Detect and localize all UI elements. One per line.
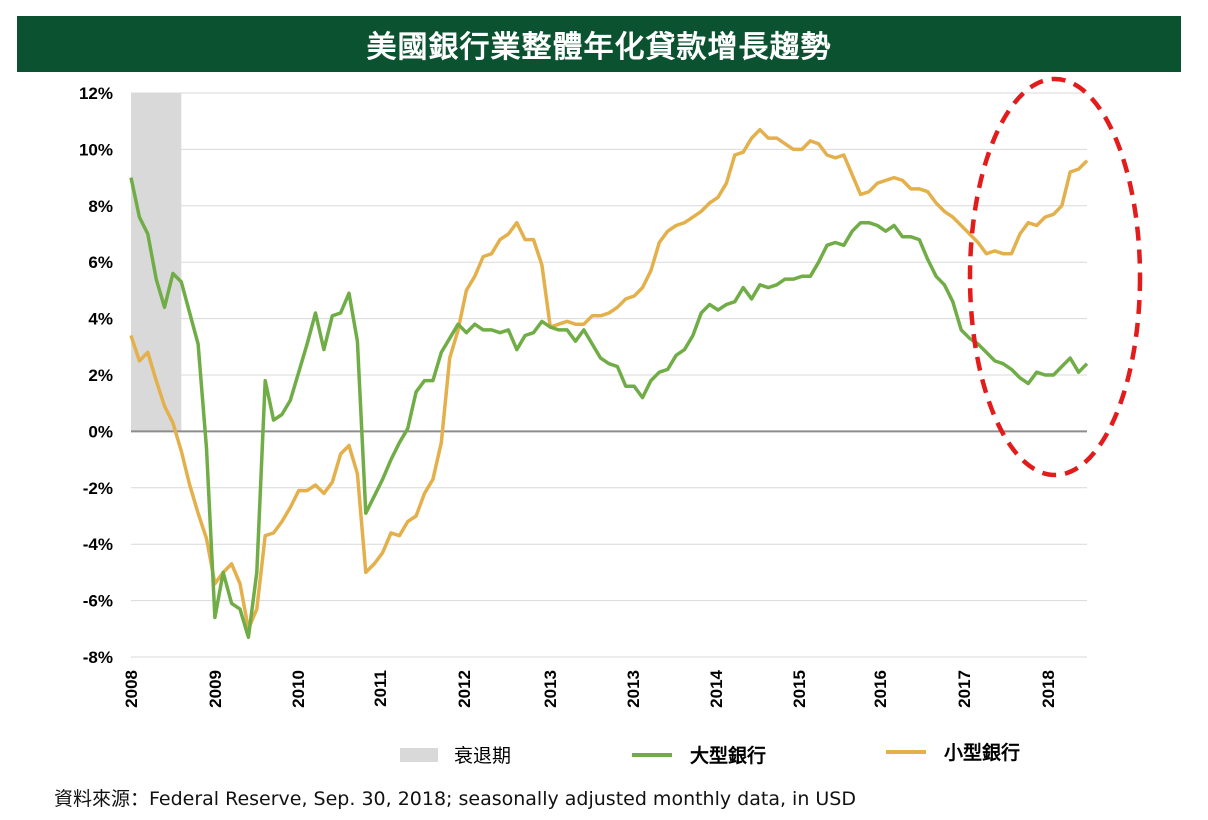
legend-swatch-recession (400, 748, 438, 762)
y-tick-label: 4% (88, 310, 113, 329)
y-tick-label: 8% (88, 197, 113, 216)
legend-label-recession: 衰退期 (454, 745, 511, 767)
x-tick-label: 2017 (955, 670, 974, 708)
x-tick-label: 2011 (371, 670, 390, 707)
x-tick-label: 2012 (455, 670, 474, 708)
x-tick-label: 2014 (707, 669, 726, 707)
highlight-ellipse (967, 76, 1143, 478)
y-tick-label: 0% (88, 422, 113, 441)
legend-label-large-bank: 大型銀行 (690, 744, 766, 767)
y-axis-ticks: 12% 10% 8% 6% 4% 2% 0% -2% -4% -6% -8% (79, 84, 113, 667)
x-axis-ticks: 2008 2009 2010 2011 2012 2013 2013 2014 2015 2016… (122, 669, 1058, 707)
series-line-large-bank (129, 177, 1089, 640)
y-tick-label: 2% (88, 366, 113, 385)
gridlines (131, 92, 1087, 658)
chart-title: 美國銀行業整體年化貸款增長趨勢 (366, 30, 832, 65)
x-tick-label: 2013 (541, 670, 560, 708)
line-chart: 12% 10% 8% 6% 4% 2% 0% -2% -4% -6% -8% 2008 2009 201… (79, 76, 1143, 767)
legend-label-small-bank: 小型銀行 (944, 741, 1020, 764)
title-bar: 美國銀行業整體年化貸款增長趨勢 (17, 16, 1181, 72)
y-tick-label: 10% (79, 140, 113, 159)
x-tick-label: 2010 (289, 670, 308, 708)
y-tick-label: 12% (79, 84, 113, 103)
highlight-layer (967, 76, 1143, 478)
x-tick-label: 2018 (1039, 670, 1058, 708)
x-tick-label: 2008 (122, 670, 141, 708)
x-tick-label: 2009 (206, 670, 225, 708)
source-note: 資料來源：Federal Reserve, Sep. 30, 2018; sea… (54, 788, 856, 810)
y-tick-label: -2% (83, 479, 113, 498)
series-layer (129, 127, 1089, 640)
y-tick-label: -6% (83, 592, 113, 611)
y-tick-label: 6% (88, 253, 113, 272)
y-tick-label: -8% (83, 648, 113, 667)
series-line-small-bank (129, 127, 1089, 631)
legend: 衰退期 大型銀行 小型銀行 (400, 741, 1020, 767)
x-tick-label: 2013 (624, 670, 643, 708)
x-tick-label: 2016 (871, 670, 890, 708)
y-tick-label: -4% (83, 535, 113, 554)
x-tick-label: 2015 (790, 670, 809, 708)
